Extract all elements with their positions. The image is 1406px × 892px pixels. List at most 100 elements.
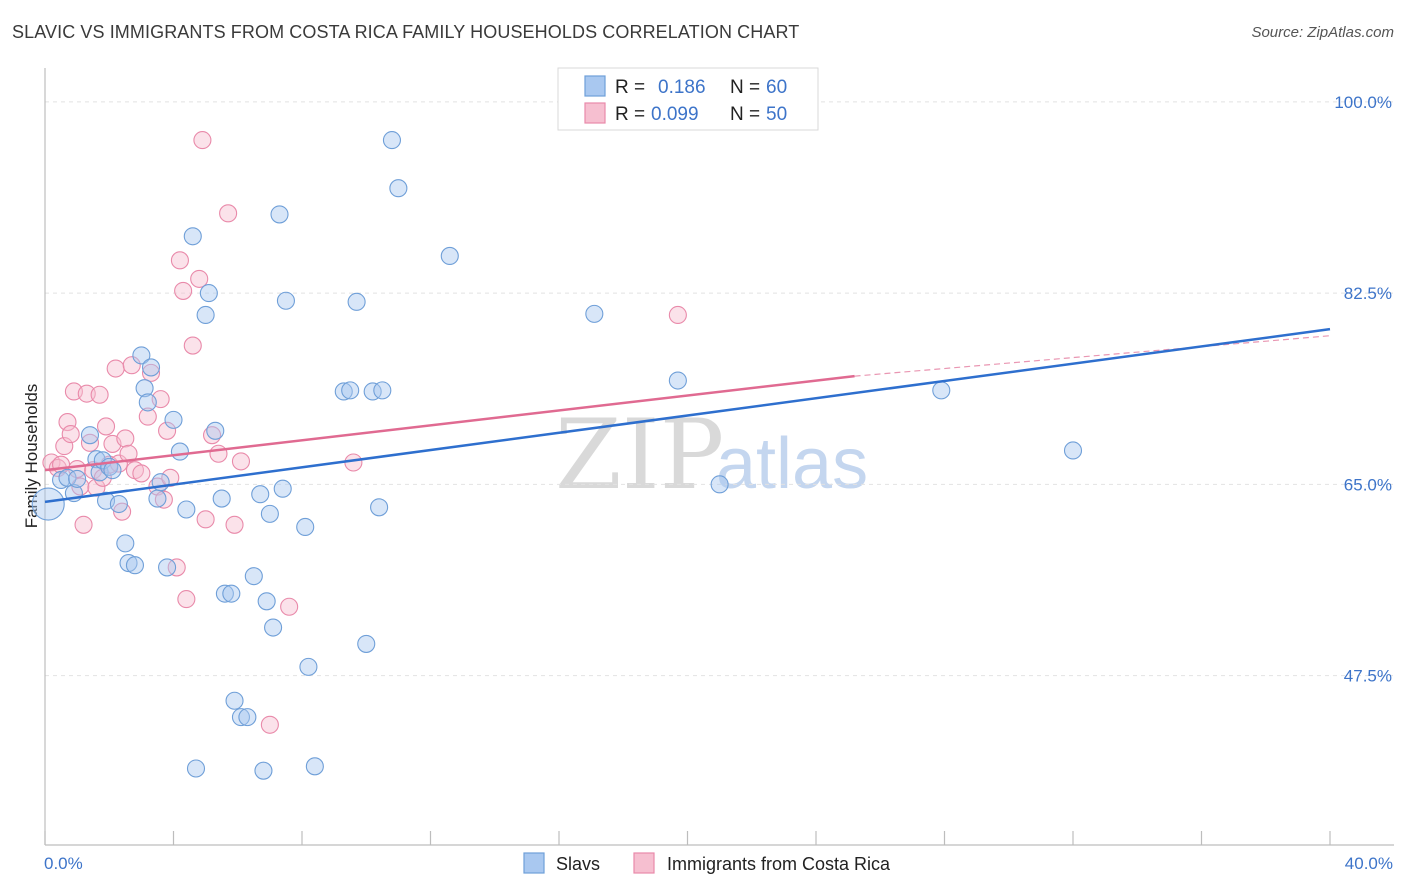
slavs-point	[132, 346, 151, 365]
costa-rica-point	[80, 433, 100, 452]
source-note: Source: ZipAtlas.com	[1251, 24, 1394, 41]
costa-rica-point	[58, 413, 77, 432]
chart-title: SLAVIC VS IMMIGRANTS FROM COSTA RICA FAM…	[12, 22, 800, 42]
costa-rica-point	[668, 305, 687, 325]
slavs-point	[251, 485, 270, 504]
costa-rica-point	[74, 515, 93, 534]
legend-n-label-costa-rica: N =	[730, 104, 760, 125]
costa-rica-point	[225, 515, 244, 534]
slavs-point	[382, 131, 402, 150]
y-tick-labels: 47.5% 65.0% 82.5% 100.0%	[1334, 93, 1392, 686]
slavs-point	[334, 382, 353, 401]
legend-swatch-costa-rica	[584, 102, 606, 124]
slavs-point	[296, 517, 315, 537]
slavs-point	[215, 584, 234, 603]
costa-rica-point	[96, 417, 116, 436]
bottom-legend-label-costa-rica: Immigrants from Costa Rica	[667, 854, 891, 874]
slavs-point	[389, 179, 408, 198]
slavs-point	[196, 305, 215, 325]
costa-rica-point	[280, 597, 299, 616]
costa-rica-point	[196, 510, 215, 529]
slavs-point	[254, 761, 273, 780]
slavs-point	[186, 759, 206, 778]
costa-rica-point	[219, 204, 238, 223]
slavs-point	[373, 381, 392, 400]
slavs-point	[116, 534, 135, 553]
slavs-point	[244, 567, 263, 586]
slavs-point	[80, 426, 100, 445]
slavs-point	[183, 227, 202, 246]
x-tick-label-max: 40.0%	[1345, 854, 1393, 873]
legend-n-label-slavs: N =	[730, 77, 760, 98]
slavs-point	[276, 291, 295, 310]
slavs-point	[170, 442, 189, 461]
costa-rica-point	[177, 590, 196, 609]
costa-rica-point	[138, 407, 157, 426]
slavs-point	[238, 708, 257, 727]
y-tick-label: 65.0%	[1344, 475, 1392, 494]
bottom-legend-swatch-costa-rica	[633, 852, 655, 874]
legend-r-value-costa-rica: 0.099	[651, 104, 699, 125]
slavs-point	[164, 410, 183, 429]
legend-n-value-slavs: 60	[766, 77, 787, 98]
slavs-point	[357, 634, 376, 653]
slavs-point	[440, 246, 459, 265]
slavs-point	[260, 504, 279, 523]
slavs-point	[125, 556, 144, 575]
slavs-point	[347, 292, 366, 311]
slavs-point	[273, 479, 292, 498]
y-tick-label: 100.0%	[1334, 93, 1392, 112]
slavs-point	[141, 358, 161, 377]
slavs-trend-line	[44, 327, 1331, 504]
slavs-point	[177, 500, 196, 519]
costa-rica-point	[167, 558, 186, 577]
trend-lines	[44, 327, 1331, 504]
watermark-zip: ZIP	[555, 399, 724, 511]
y-tick-label: 82.5%	[1344, 284, 1392, 303]
costa-rica-trend-extension	[854, 335, 1331, 377]
stats-legend: R = 0.186 N = 60 R = 0.099 N = 50	[557, 67, 819, 131]
slavs-point	[31, 487, 65, 521]
legend-swatch-slavs	[584, 75, 606, 97]
costa-rica-point	[90, 385, 109, 404]
costa-rica-point	[122, 356, 141, 375]
slavs-point	[305, 757, 324, 776]
legend-r-label-slavs: R =	[615, 77, 645, 98]
costa-rica-point	[158, 421, 177, 440]
costa-rica-point	[174, 281, 193, 300]
y-axis-label: Family Households	[22, 384, 41, 529]
slavs-point	[225, 691, 244, 710]
costa-rica-point	[161, 468, 180, 487]
slavs-point	[206, 421, 225, 440]
slavs-point	[199, 284, 218, 303]
slavs-point	[363, 382, 382, 401]
slavs-point	[138, 393, 157, 412]
slavs-point	[109, 494, 128, 514]
slavs-point	[148, 489, 167, 508]
x-tick-label-min: 0.0%	[44, 854, 83, 873]
watermark-atlas: atlas	[716, 424, 868, 504]
gridlines	[45, 101, 1394, 677]
series-legend: Slavs Immigrants from Costa Rica	[523, 852, 891, 874]
slavs-point	[222, 584, 241, 603]
costa-rica-point	[209, 444, 228, 463]
costa-rica-point	[119, 444, 138, 463]
series-costa-rica-points	[42, 131, 687, 734]
slavs-point	[257, 592, 276, 611]
costa-rica-point	[77, 384, 96, 403]
slavs-point	[212, 489, 231, 508]
slavs-point	[1063, 441, 1083, 460]
slavs-point	[58, 468, 77, 487]
bottom-legend-label-slavs: Slavs	[556, 854, 600, 874]
legend-r-label-costa-rica: R =	[615, 104, 645, 125]
costa-rica-point	[106, 359, 125, 378]
slavs-point	[341, 381, 360, 400]
slavs-point	[68, 469, 87, 488]
costa-rica-point	[141, 363, 161, 382]
slavs-point	[668, 371, 687, 390]
costa-rica-point	[170, 251, 189, 270]
slavs-point	[135, 379, 154, 398]
costa-rica-point	[190, 269, 209, 288]
costa-rica-point	[344, 453, 363, 472]
